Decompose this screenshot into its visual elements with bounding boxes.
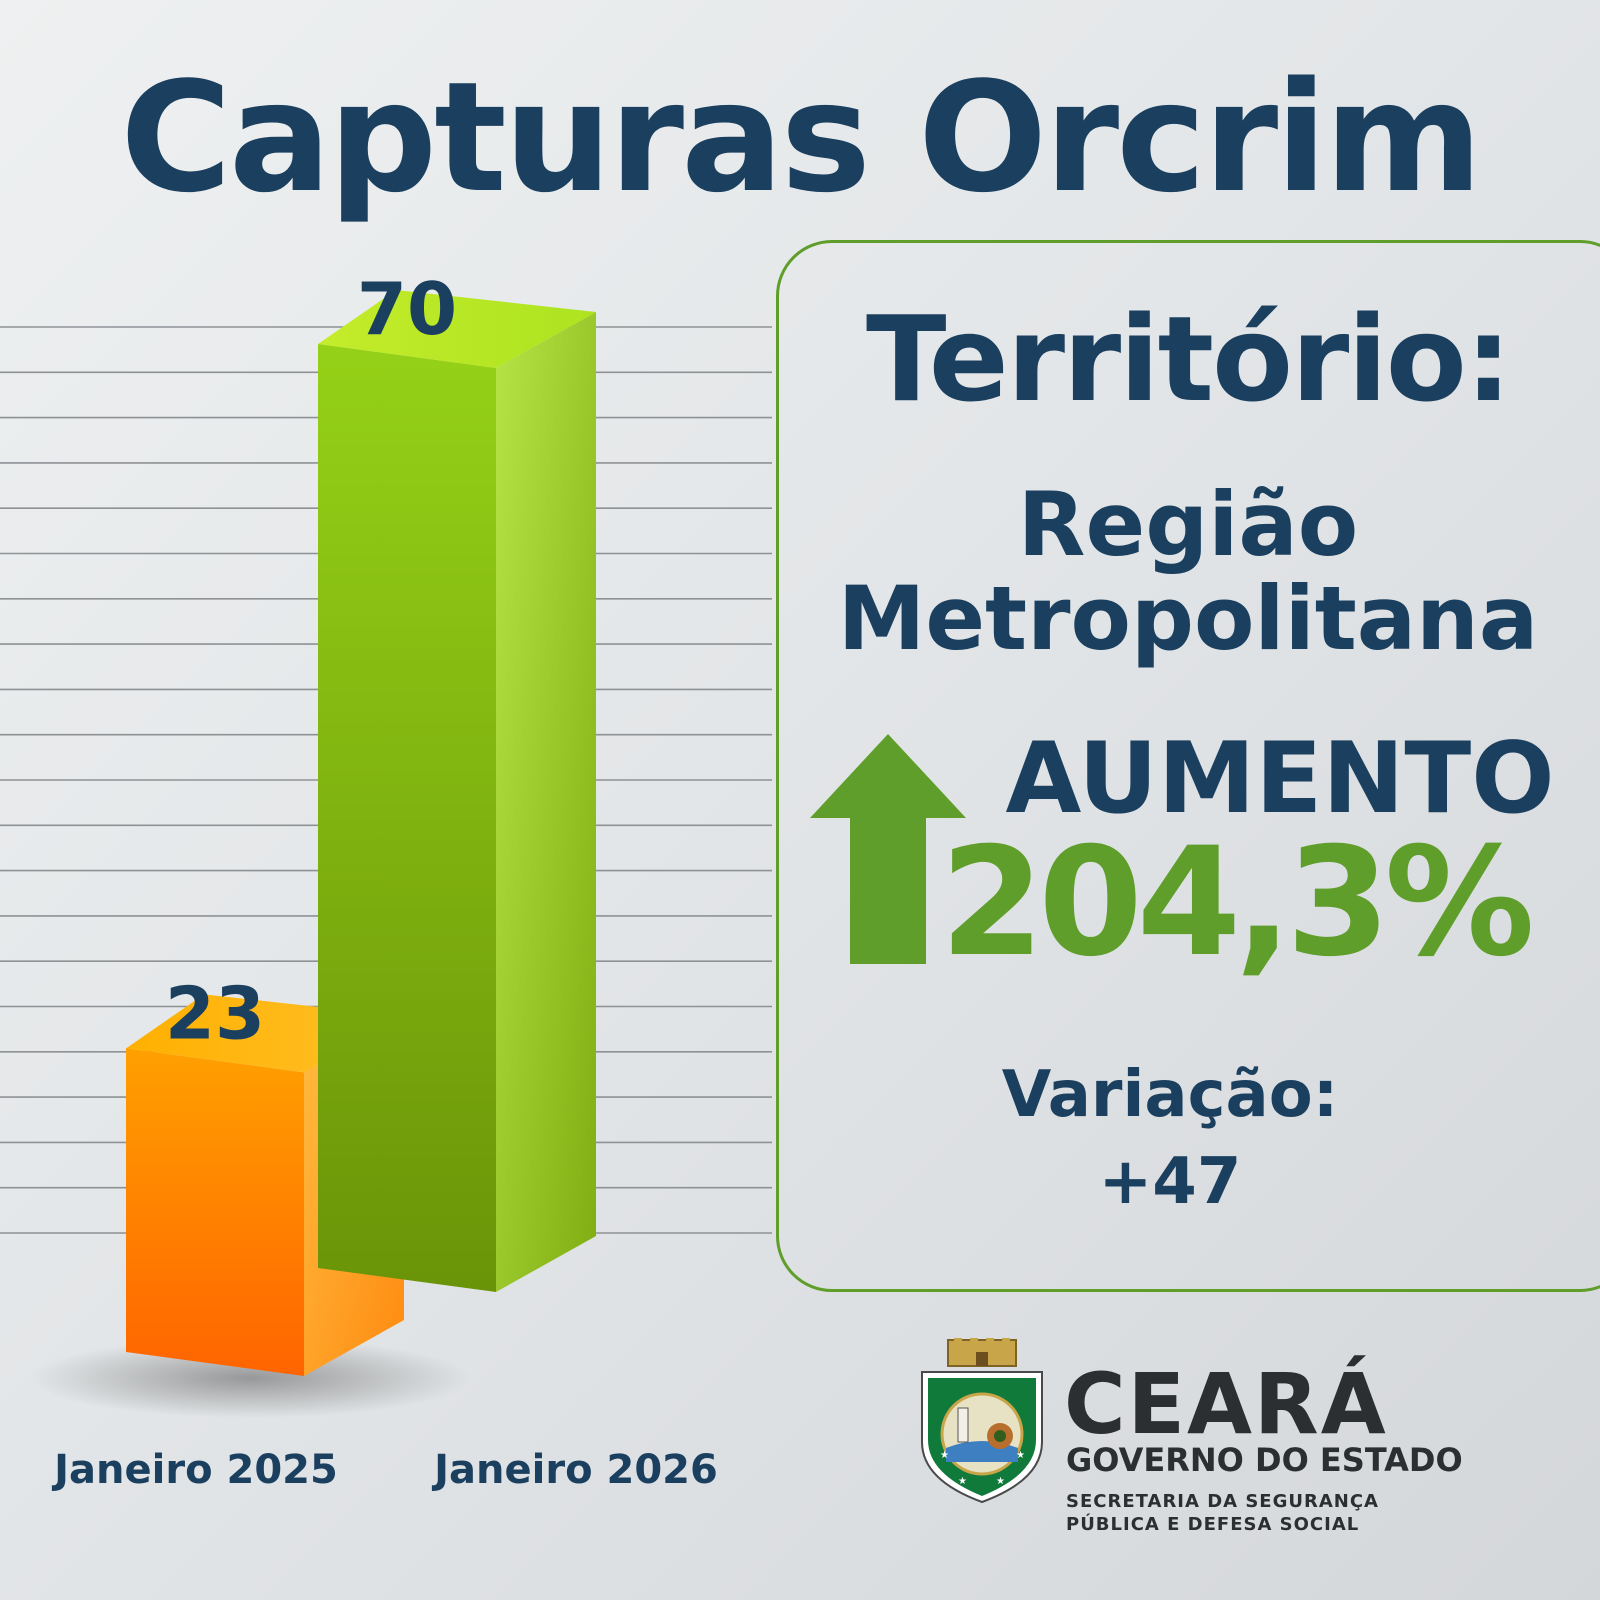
bar-value-label: 70: [357, 267, 457, 351]
variation-value: +47: [1098, 1145, 1242, 1219]
svg-text:★: ★: [940, 1450, 949, 1461]
bar-top-face: [318, 290, 596, 368]
region-name: Região Metropolitana: [776, 478, 1600, 666]
bars: [126, 290, 596, 1376]
page-title: Capturas Orcrim: [120, 49, 1482, 226]
department-line-1: SECRETARIA DA SEGURANÇA: [1066, 1491, 1379, 1512]
region-line-1: Região: [1017, 473, 1359, 576]
region-line-2: Metropolitana: [837, 567, 1539, 670]
brand-name: CEARÁ: [1064, 1355, 1388, 1453]
bar-front-face: [318, 344, 496, 1292]
trend-percentage: 204,3%: [940, 816, 1535, 990]
category-label: Janeiro 2025: [51, 1447, 338, 1493]
category-labels: Janeiro 2025 Janeiro 2026: [51, 1447, 718, 1493]
value-labels: 23 70: [165, 267, 457, 1055]
arrow-up-icon: [810, 734, 966, 964]
bar-shadow: [30, 1338, 470, 1418]
summary-panel: [776, 240, 1600, 1292]
brand-subtitle: GOVERNO DO ESTADO: [1066, 1441, 1463, 1479]
svg-text:★: ★: [1016, 1450, 1025, 1461]
territory-heading: Território:: [865, 290, 1512, 428]
bar-value-label: 23: [165, 971, 265, 1055]
department-line-2: PÚBLICA E DEFESA SOCIAL: [1066, 1514, 1360, 1535]
variation-label: Variação:: [1001, 1058, 1339, 1132]
trend-label: AUMENTO: [1005, 722, 1555, 836]
svg-text:★: ★: [958, 1476, 967, 1487]
svg-text:★: ★: [996, 1476, 1005, 1487]
ceara-coat-of-arms-icon: ★ ★ ★ ★: [921, 1338, 1043, 1504]
bar: [318, 290, 596, 1292]
bar-front-face: [126, 1048, 304, 1376]
category-label: Janeiro 2026: [431, 1447, 718, 1493]
bar-side-face: [496, 312, 596, 1292]
